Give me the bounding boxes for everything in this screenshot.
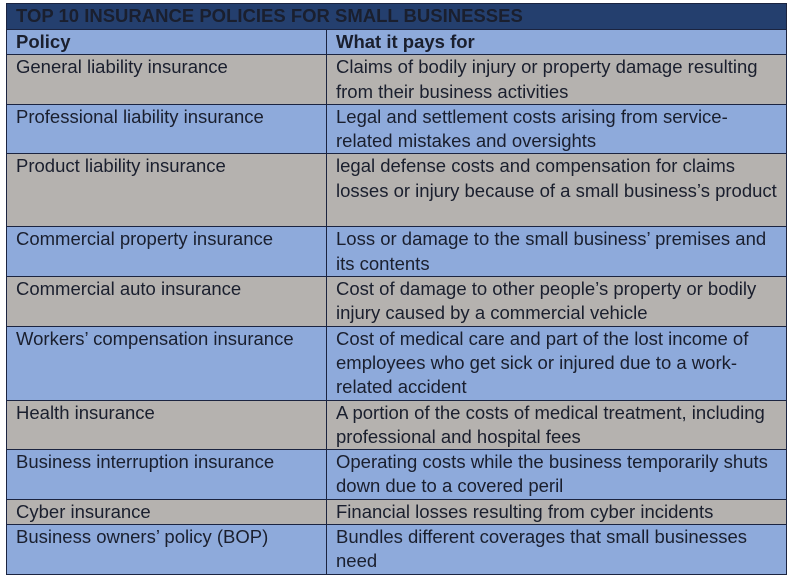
table-row: General liability insurance Claims of bo…	[6, 54, 788, 105]
table-row: Health insurance A portion of the costs …	[6, 399, 788, 451]
policy-cell: Business owners’ policy (BOP)	[6, 524, 327, 575]
table-row: Product liability insurance legal defens…	[6, 153, 788, 228]
table-row: Business interruption insurance Operatin…	[6, 449, 788, 500]
column-header-policy: Policy	[6, 28, 327, 56]
table-row: Commercial property insurance Loss or da…	[6, 226, 788, 278]
pays-for-cell: Operating costs while the business tempo…	[325, 449, 788, 500]
policy-cell: Professional liability insurance	[6, 103, 327, 155]
policy-cell: Workers’ compensation insurance	[6, 325, 327, 401]
policy-cell: Product liability insurance	[6, 153, 327, 228]
policy-cell: Commercial property insurance	[6, 226, 327, 278]
table-title: TOP 10 INSURANCE POLICIES FOR SMALL BUSI…	[5, 3, 788, 30]
pays-for-cell: Cost of medical care and part of the los…	[325, 325, 788, 401]
policy-cell: Commercial auto insurance	[6, 276, 327, 327]
table-row: Workers’ compensation insurance Cost of …	[6, 325, 788, 401]
column-header-what-it-pays-for: What it pays for	[325, 28, 788, 56]
table-row: Professional liability insurance Legal a…	[6, 103, 788, 155]
policy-cell: Cyber insurance	[6, 498, 327, 526]
pays-for-cell: Financial losses resulting from cyber in…	[325, 498, 788, 526]
policy-cell: Business interruption insurance	[6, 449, 327, 500]
table-row: Business owners’ policy (BOP) Bundles di…	[6, 524, 788, 575]
pays-for-cell: Bundles different coverages that small b…	[325, 524, 788, 575]
pays-for-cell: Cost of damage to other people’s propert…	[325, 276, 788, 327]
table-header-row: Policy What it pays for	[6, 28, 788, 56]
pays-for-cell: Legal and settlement costs arising from …	[325, 103, 788, 155]
pays-for-cell: Claims of bodily injury or property dama…	[325, 54, 788, 105]
pays-for-cell: legal defense costs and compensation for…	[325, 153, 788, 228]
policy-cell: General liability insurance	[6, 54, 327, 105]
policy-cell: Health insurance	[6, 399, 327, 451]
table-row: Commercial auto insurance Cost of damage…	[6, 276, 788, 327]
insurance-policies-table: TOP 10 INSURANCE POLICIES FOR SMALL BUSI…	[5, 3, 788, 575]
table-title-row: TOP 10 INSURANCE POLICIES FOR SMALL BUSI…	[5, 3, 788, 30]
pays-for-cell: A portion of the costs of medical treatm…	[325, 399, 788, 451]
pays-for-cell: Loss or damage to the small business’ pr…	[325, 226, 788, 278]
table-row: Cyber insurance Financial losses resulti…	[6, 498, 788, 526]
